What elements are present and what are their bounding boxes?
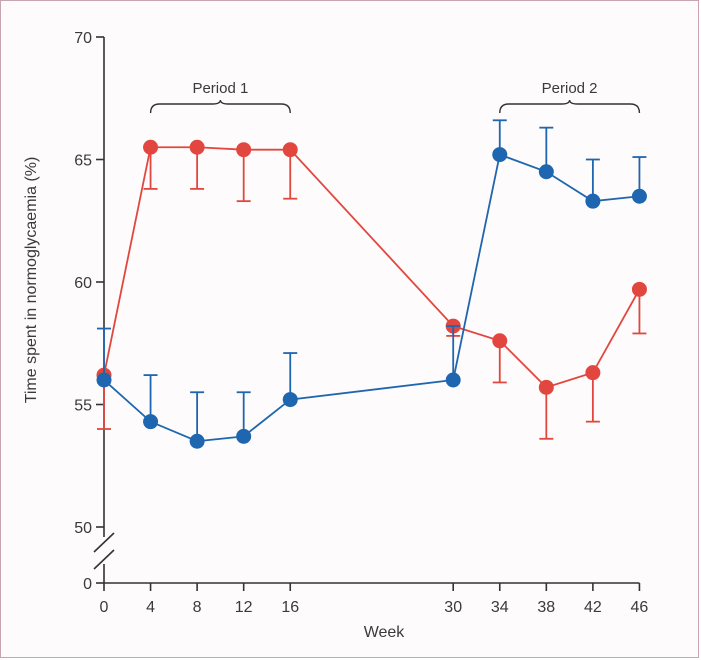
period-bracket [499,99,641,114]
data-point [236,428,252,444]
data-point [585,365,601,381]
period-bracket [149,99,291,114]
y-tick-label: 70 [74,30,92,47]
data-point [445,372,461,388]
data-point [631,188,647,204]
data-point [631,281,647,297]
x-tick-label: 42 [584,599,602,616]
period-annotations: Period 1 Period 2 [149,80,641,114]
data-point [585,193,601,209]
x-tick-label: 34 [491,599,509,616]
data-point [492,333,508,349]
y-tick-label: 50 [74,520,92,537]
x-tick-label: 16 [281,599,299,616]
period-label: Period 2 [542,80,598,97]
x-axis-title: Week [364,624,406,641]
data-point [96,372,112,388]
data-point [538,164,554,180]
x-tick-label: 0 [100,599,109,616]
axis-break-mark [93,532,115,553]
data-point [492,147,508,163]
series-line [103,146,641,389]
x-tick-label: 4 [146,599,155,616]
data-point [143,414,159,430]
data-point [189,433,205,449]
y-tick-label: 65 [74,153,92,170]
data-point [189,139,205,155]
y-tick-label: 0 [83,576,92,593]
data-point [282,392,298,408]
x-tick-label: 8 [193,599,202,616]
x-tick-label: 38 [537,599,555,616]
series-2 [96,119,647,449]
y-tick-label: 55 [74,398,92,415]
y-axis-title: Time spent in normoglycaemia (%) [23,157,40,404]
axis-break-mark [93,549,115,570]
y-tick-label: 60 [74,275,92,292]
data-point [538,379,554,395]
series-1 [96,139,647,440]
series-layer [96,119,647,449]
axes: 50 55 60 65 70 00 4 8 12 16 30 34 38 42 46 [74,30,648,616]
x-tick-label: 12 [235,599,253,616]
series-line [103,153,640,443]
x-tick-label: 30 [444,599,462,616]
data-point [143,139,159,155]
x-tick-label: 46 [631,599,649,616]
period-label: Period 1 [192,80,248,97]
data-point [282,142,298,158]
data-point [236,142,252,158]
